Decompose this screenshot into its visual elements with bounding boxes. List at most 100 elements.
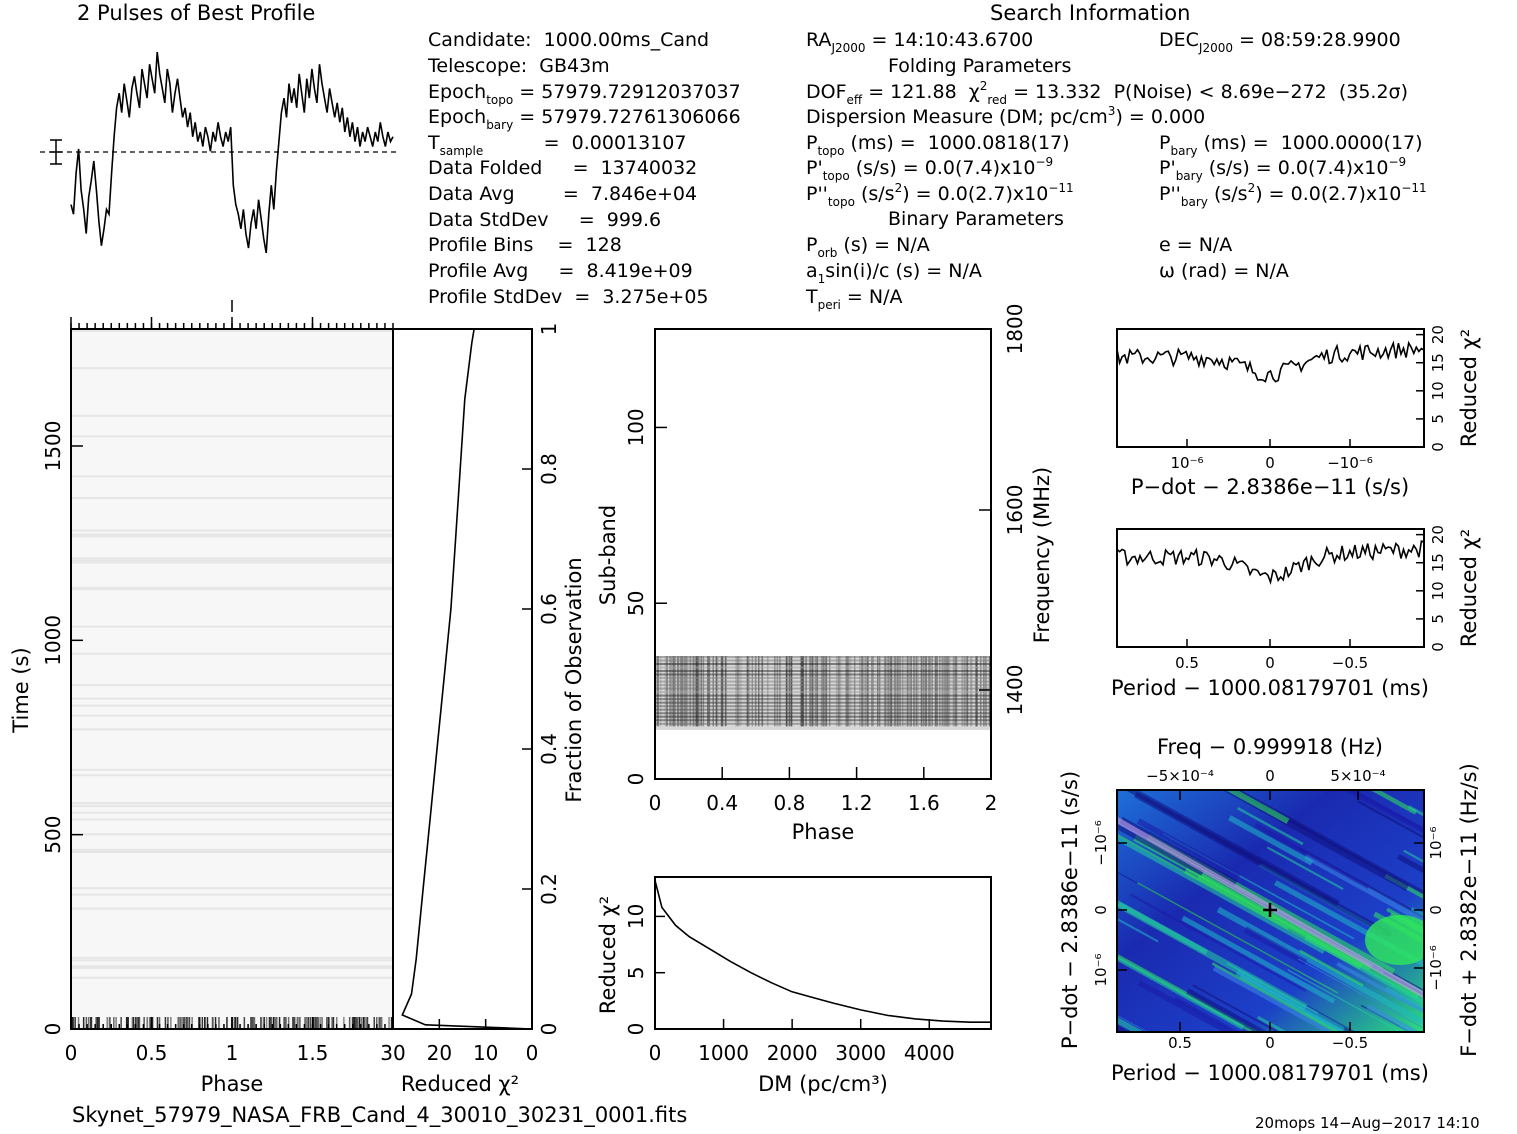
time-phase-first-subint (244, 1017, 246, 1028)
time-phase-stripe (71, 774, 393, 776)
time-phase-first-subint (357, 1017, 359, 1028)
subband-row (655, 719, 991, 721)
subband-row (655, 723, 991, 725)
time-phase-stripe (71, 849, 393, 851)
subband-row (655, 716, 991, 718)
subband-xtick-label: 0 (649, 791, 662, 815)
p-pdot-y2tick-label: 0 (1427, 905, 1445, 915)
subband-row (655, 663, 991, 665)
period-chi-xlabel: Period − 1000.08179701 (ms) (1111, 676, 1429, 700)
time-chi-ytick-label: 0.6 (537, 593, 561, 625)
subband-row (655, 712, 991, 714)
time-phase-first-subint (374, 1017, 376, 1028)
time-phase-first-subint (180, 1017, 182, 1028)
time-phase-stripe (71, 957, 393, 959)
time-chi-xtick-label: 30 (380, 1041, 405, 1065)
pdot-chi-ytick-label: 15 (1429, 353, 1447, 372)
time-phase-first-subint (292, 1017, 294, 1028)
dm-ytick-label: 0 (624, 1023, 648, 1036)
pdot-chi-ylabel: Reduced χ² (1457, 329, 1481, 447)
profile-errorbar (50, 140, 62, 164)
subband-xtick-label: 1.2 (841, 791, 873, 815)
p-pdot-xtick-label: 0 (1265, 1034, 1275, 1052)
time-phase-xtick-label: 0.5 (136, 1041, 168, 1065)
p-pdot-x2tick-label: −5×10⁻⁴ (1146, 767, 1214, 785)
time-phase-first-subint (226, 1017, 228, 1028)
time-phase-first-subint (254, 1017, 256, 1028)
time-phase-first-subint (364, 1017, 366, 1028)
time-phase-stripe (71, 435, 393, 437)
time-chi-ytick-label: 1 (537, 323, 561, 336)
p-pdot-x2tick-label: 0 (1265, 767, 1275, 785)
p-pdot-streak (1396, 1046, 1517, 1133)
time-phase-ytick-label: 1500 (41, 421, 65, 472)
time-phase-first-subint (331, 1017, 333, 1028)
pdot-chi-xtick-label: −10⁻⁶ (1327, 454, 1373, 472)
time-phase-first-subint (321, 1017, 323, 1028)
time-phase-first-subint (366, 1017, 368, 1028)
time-phase-first-subint (381, 1017, 383, 1028)
subband-xtick-label: 1.6 (908, 791, 940, 815)
time-phase-first-subint (74, 1017, 76, 1028)
time-phase-first-subint (138, 1017, 140, 1028)
subband-row (655, 667, 991, 669)
subband-row (655, 695, 991, 697)
time-phase-stripe (71, 559, 393, 561)
time-chi-xtick-label: 10 (473, 1041, 498, 1065)
time-chi-xtick-label: 0 (526, 1041, 539, 1065)
time-phase-ytick-label: 500 (41, 816, 65, 854)
time-phase-stripe (71, 769, 393, 771)
period-chi-ytick-label: 5 (1429, 614, 1447, 624)
time-phase-first-subint (260, 1017, 262, 1028)
period-chi-xtick-label: −0.5 (1332, 654, 1368, 672)
period-chi-curve (1117, 541, 1424, 582)
time-phase-stripe (71, 833, 393, 835)
time-phase-first-subint (355, 1017, 357, 1028)
subband-y2tick-label: 1400 (1003, 665, 1027, 716)
time-phase-stripe (71, 535, 393, 537)
time-phase-stripe (71, 977, 393, 979)
p-pdot-ylabel: P−dot − 2.8386e−11 (s/s) (1058, 771, 1082, 1049)
time-phase-first-subint (310, 1017, 312, 1028)
time-phase-stripe (71, 561, 393, 563)
time-phase-first-subint (146, 1017, 148, 1028)
time-phase-stripe (71, 887, 393, 889)
subband-y2tick-label: 1800 (1003, 304, 1027, 355)
time-chi-xlabel: Reduced χ² (401, 1072, 519, 1096)
pdot-chi-panel: P−dot − 2.8386e−11 (s/s) Reduced χ² 0510… (1117, 325, 1481, 499)
time-phase-stripe (71, 802, 393, 804)
time-phase-first-subint (297, 1017, 299, 1028)
time-phase-xtick-label: 1 (226, 1041, 239, 1065)
time-phase-first-subint (273, 1017, 275, 1028)
period-chi-panel: Period − 1000.08179701 (ms) Reduced χ² 0… (1111, 525, 1481, 700)
time-phase-ylabel: Time (s) (9, 647, 33, 733)
time-phase-first-subint (170, 1017, 172, 1028)
time-phase-stripe (71, 705, 393, 707)
dm-xtick-label: 1000 (698, 1041, 749, 1065)
dm-ylabel: Reduced χ² (596, 896, 620, 1014)
time-phase-first-subint (157, 1017, 159, 1028)
time-phase-stripe (71, 728, 393, 730)
time-phase-ytick-label: 1000 (41, 615, 65, 666)
time-phase-first-subint (109, 1017, 111, 1028)
time-phase-first-subint (349, 1017, 351, 1028)
subband-ytick-label: 100 (624, 408, 648, 446)
p-pdot-xlabel: Period − 1000.08179701 (ms) (1111, 1061, 1429, 1085)
dm-ytick-label: 10 (624, 904, 648, 929)
time-phase-first-subint (266, 1017, 268, 1028)
subband-row (655, 698, 991, 700)
time-phase-image (71, 329, 393, 1029)
period-chi-ytick-label: 15 (1429, 553, 1447, 572)
pdot-chi-xlabel: P−dot − 2.8386e−11 (s/s) (1131, 475, 1409, 499)
time-phase-first-subint (107, 1017, 109, 1028)
time-phase-first-subint (252, 1017, 254, 1028)
p-pdot-ytick-label: −10⁻⁶ (1092, 820, 1110, 866)
time-phase-stripe (71, 367, 393, 369)
pdot-chi-ytick-label: 0 (1429, 442, 1447, 452)
dm-xtick-label: 3000 (835, 1041, 886, 1065)
period-chi-ytick-label: 20 (1429, 525, 1447, 544)
time-phase-first-subint (186, 1017, 188, 1028)
